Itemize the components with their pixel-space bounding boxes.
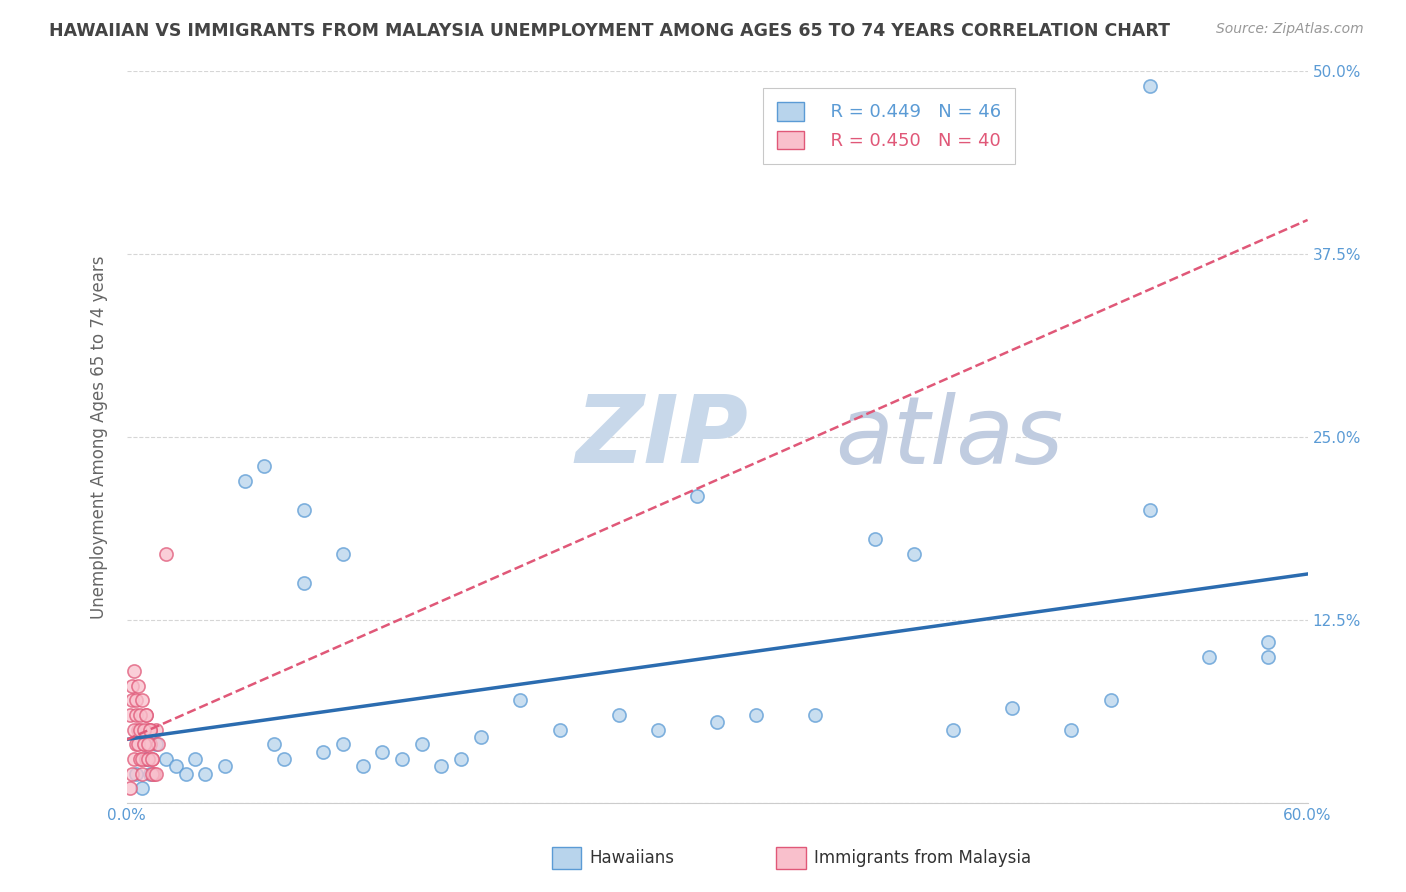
Point: [263, 737, 285, 751]
Point: [214, 759, 236, 773]
Text: atlas: atlas: [835, 392, 1063, 483]
Legend:   R = 0.449   N = 46,   R = 0.450   N = 40: R = 0.449 N = 46, R = 0.450 N = 40: [762, 87, 1015, 164]
Point: [391, 752, 413, 766]
Point: [1139, 78, 1161, 93]
Text: Hawaiians: Hawaiians: [589, 848, 675, 867]
Point: [470, 730, 492, 744]
Bar: [776, 847, 806, 869]
Point: [127, 737, 149, 751]
Point: [121, 679, 143, 693]
Point: [134, 737, 156, 751]
Point: [607, 708, 630, 723]
Point: [131, 752, 153, 766]
Point: [165, 759, 187, 773]
Text: Immigrants from Malaysia: Immigrants from Malaysia: [814, 848, 1031, 867]
Point: [125, 693, 148, 707]
Point: [135, 708, 157, 723]
Point: [1001, 700, 1024, 714]
Point: [139, 737, 162, 751]
Y-axis label: Unemployment Among Ages 65 to 74 years: Unemployment Among Ages 65 to 74 years: [90, 255, 108, 619]
Point: [903, 547, 925, 561]
Point: [134, 737, 156, 751]
Point: [352, 759, 374, 773]
Point: [548, 723, 571, 737]
Point: [127, 679, 149, 693]
Point: [135, 752, 157, 766]
Text: HAWAIIAN VS IMMIGRANTS FROM MALAYSIA UNEMPLOYMENT AMONG AGES 65 TO 74 YEARS CORR: HAWAIIAN VS IMMIGRANTS FROM MALAYSIA UNE…: [49, 22, 1170, 40]
Point: [141, 752, 163, 766]
Point: [129, 752, 152, 766]
Point: [745, 708, 768, 723]
Point: [942, 723, 965, 737]
Point: [155, 547, 177, 561]
Point: [124, 664, 146, 678]
Point: [509, 693, 531, 707]
Point: [134, 723, 156, 737]
Point: [430, 759, 453, 773]
Point: [253, 459, 276, 474]
Point: [1099, 693, 1122, 707]
Point: [145, 766, 167, 780]
Point: [121, 766, 143, 780]
Point: [139, 723, 162, 737]
Point: [136, 723, 159, 737]
Point: [129, 723, 152, 737]
Point: [292, 503, 315, 517]
Point: [371, 745, 394, 759]
Point: [647, 723, 669, 737]
Point: [145, 737, 167, 751]
Point: [135, 752, 157, 766]
Point: [233, 474, 256, 488]
Point: [139, 766, 162, 780]
Point: [127, 723, 149, 737]
Point: [450, 752, 472, 766]
Point: [136, 737, 159, 751]
Point: [863, 533, 886, 547]
Point: [136, 752, 159, 766]
Point: [143, 766, 166, 780]
Point: [273, 752, 295, 766]
Point: [135, 708, 157, 723]
Text: Source: ZipAtlas.com: Source: ZipAtlas.com: [1216, 22, 1364, 37]
Point: [194, 766, 217, 780]
Point: [686, 489, 709, 503]
Point: [332, 547, 354, 561]
Text: ZIP: ZIP: [575, 391, 748, 483]
Point: [1257, 635, 1279, 649]
Point: [184, 752, 207, 766]
Point: [1198, 649, 1220, 664]
Point: [411, 737, 433, 751]
Point: [174, 766, 197, 780]
Point: [120, 781, 142, 796]
Point: [125, 766, 148, 780]
Point: [1257, 649, 1279, 664]
Point: [124, 723, 146, 737]
Point: [131, 766, 153, 780]
Point: [129, 708, 152, 723]
Point: [139, 723, 162, 737]
Point: [332, 737, 354, 751]
Point: [1060, 723, 1083, 737]
Point: [145, 723, 167, 737]
Point: [804, 708, 827, 723]
Point: [124, 752, 146, 766]
Bar: [551, 847, 581, 869]
Point: [125, 708, 148, 723]
Point: [120, 708, 142, 723]
Point: [121, 693, 143, 707]
Point: [141, 766, 163, 780]
Point: [706, 715, 728, 730]
Point: [131, 781, 153, 796]
Point: [292, 576, 315, 591]
Point: [155, 752, 177, 766]
Point: [1139, 503, 1161, 517]
Point: [312, 745, 335, 759]
Point: [141, 752, 163, 766]
Point: [146, 737, 169, 751]
Point: [131, 693, 153, 707]
Point: [125, 737, 148, 751]
